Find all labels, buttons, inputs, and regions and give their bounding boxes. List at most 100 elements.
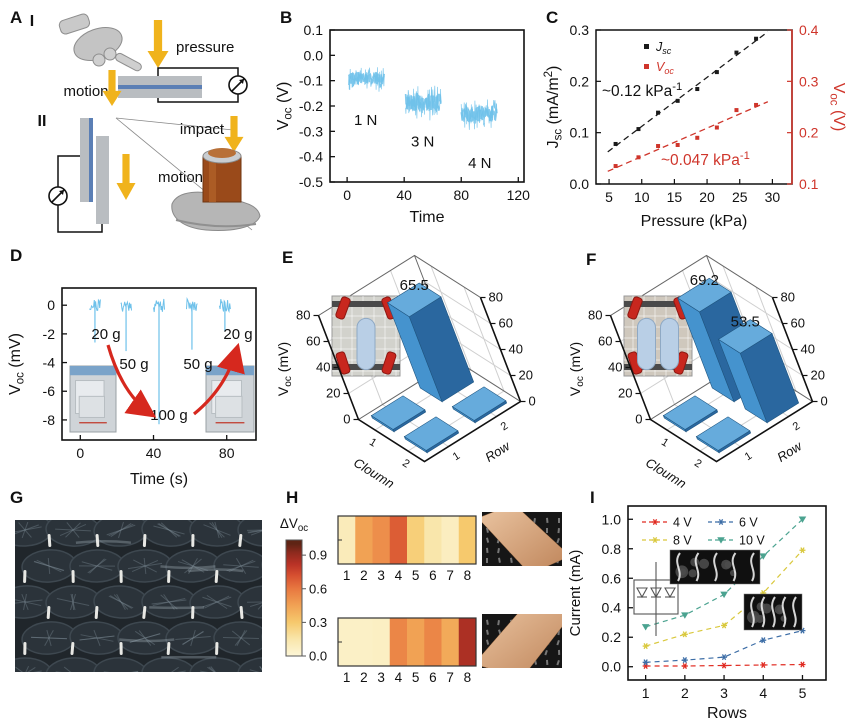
- svg-text:motion: motion: [63, 83, 108, 100]
- svg-text:40: 40: [608, 360, 622, 375]
- svg-text:3: 3: [377, 670, 385, 685]
- arrow-down: [106, 344, 157, 418]
- stitch: [46, 605, 51, 619]
- svg-text:4 V: 4 V: [673, 516, 692, 530]
- svg-text:Time: Time: [410, 209, 445, 226]
- panel-label-c: C: [546, 8, 559, 27]
- panel-label-i: I: [590, 488, 595, 507]
- svg-text:-0.3: -0.3: [299, 123, 323, 139]
- data-point: [754, 102, 759, 107]
- data-point: [675, 142, 680, 147]
- stitch: [166, 641, 171, 655]
- svg-text:Jsc (mA/m2): Jsc (mA/m2): [543, 66, 565, 149]
- series-4v: [642, 661, 806, 670]
- svg-text:2: 2: [360, 568, 368, 583]
- heatmap-cell: [441, 516, 460, 564]
- svg-text:ΔVoc: ΔVoc: [280, 516, 308, 534]
- svg-text:8: 8: [464, 670, 472, 685]
- svg-text:100 g: 100 g: [150, 407, 188, 424]
- panel-d-chart: 0 40 80 0 -2 -4 -6 -8 Time (s) Voc (mV) 20 g 50 g 10…: [7, 287, 257, 488]
- photo-inset: [482, 614, 562, 668]
- heatmap-cell: [338, 516, 356, 564]
- heatmap-cell: [372, 516, 391, 564]
- svg-text:2: 2: [791, 420, 803, 433]
- photo-inset: [743, 593, 803, 631]
- svg-text:1: 1: [367, 436, 379, 449]
- voltmeter-icon: [48, 186, 68, 206]
- svg-text:6: 6: [429, 670, 437, 685]
- trend-line: [607, 101, 769, 172]
- stitch: [167, 569, 171, 583]
- svg-text:0.6: 0.6: [309, 581, 327, 596]
- svg-text:40: 40: [146, 445, 162, 461]
- panel-label-h: H: [286, 488, 299, 507]
- svg-text:2: 2: [360, 670, 368, 685]
- svg-text:69.2: 69.2: [690, 272, 719, 289]
- svg-text:Current (mA): Current (mA): [567, 550, 584, 637]
- red-clip-icon: [335, 296, 351, 320]
- data-point: [734, 50, 739, 55]
- svg-text:60: 60: [306, 334, 320, 349]
- svg-text:-8: -8: [43, 412, 56, 428]
- svg-text:0: 0: [47, 297, 55, 313]
- svg-text:Voc (mV): Voc (mV): [567, 342, 586, 396]
- svg-text:1: 1: [343, 568, 351, 583]
- svg-text:2: 2: [692, 457, 704, 470]
- svg-text:-0.5: -0.5: [299, 174, 323, 190]
- svg-text:-2: -2: [43, 326, 56, 342]
- heatmap-cell: [372, 618, 391, 666]
- hand-icon: [58, 13, 142, 72]
- svg-text:0.2: 0.2: [799, 125, 819, 141]
- svg-text:50 g: 50 g: [119, 356, 148, 373]
- stitch: [214, 569, 219, 583]
- bar3d-group: 69.253.50020204040606080801212CloumnRowV…: [567, 254, 828, 491]
- svg-text:7: 7: [446, 568, 454, 583]
- svg-text:20: 20: [699, 189, 715, 205]
- svg-text:7: 7: [446, 670, 454, 685]
- svg-text:2: 2: [400, 457, 412, 470]
- svg-text:0.1: 0.1: [799, 176, 819, 192]
- svg-text:4 N: 4 N: [468, 155, 491, 172]
- data-point: [675, 98, 680, 103]
- svg-text:40: 40: [801, 342, 815, 357]
- svg-text:impact: impact: [180, 121, 225, 138]
- stitch: [238, 533, 243, 547]
- panel-label-b: B: [280, 8, 293, 27]
- stitch: [239, 605, 244, 619]
- stitch: [70, 641, 75, 655]
- svg-text:Jsc: Jsc: [655, 40, 672, 56]
- textile-photo: [15, 520, 262, 672]
- svg-text:0.1: 0.1: [304, 22, 324, 38]
- svg-text:-4: -4: [43, 355, 56, 371]
- stitch: [94, 605, 99, 619]
- svg-text:0: 0: [821, 394, 828, 409]
- bar-3d: [717, 319, 800, 424]
- svg-text:0.2: 0.2: [602, 629, 622, 645]
- red-clip-icon: [335, 351, 351, 375]
- svg-text:5: 5: [412, 568, 420, 583]
- svg-text:Pressure (kPa): Pressure (kPa): [641, 213, 748, 230]
- stitch: [142, 533, 147, 547]
- copper-tape: [482, 614, 562, 668]
- svg-text:10: 10: [634, 189, 650, 205]
- red-clip-icon: [627, 296, 643, 320]
- stitch: [71, 569, 75, 583]
- svg-text:0: 0: [343, 412, 350, 427]
- stitch: [47, 533, 52, 547]
- svg-text:40: 40: [509, 342, 523, 357]
- svg-text:20: 20: [326, 386, 340, 401]
- svg-text:0.0: 0.0: [570, 176, 590, 192]
- svg-text:5: 5: [412, 670, 420, 685]
- svg-text:1.0: 1.0: [602, 511, 622, 527]
- svg-text:Voc (mV): Voc (mV): [7, 333, 27, 395]
- svg-text:120: 120: [507, 187, 531, 203]
- panel-b-chart: 0 40 80 120 0.1 0.0 -0.1 -0.2 -0.3 -0.4 -0.5 Time Vo…: [275, 22, 531, 226]
- svg-text:80: 80: [296, 308, 310, 323]
- svg-text:Voc: Voc: [656, 60, 674, 76]
- svg-text:4: 4: [395, 670, 403, 685]
- svg-text:pressure: pressure: [176, 39, 234, 56]
